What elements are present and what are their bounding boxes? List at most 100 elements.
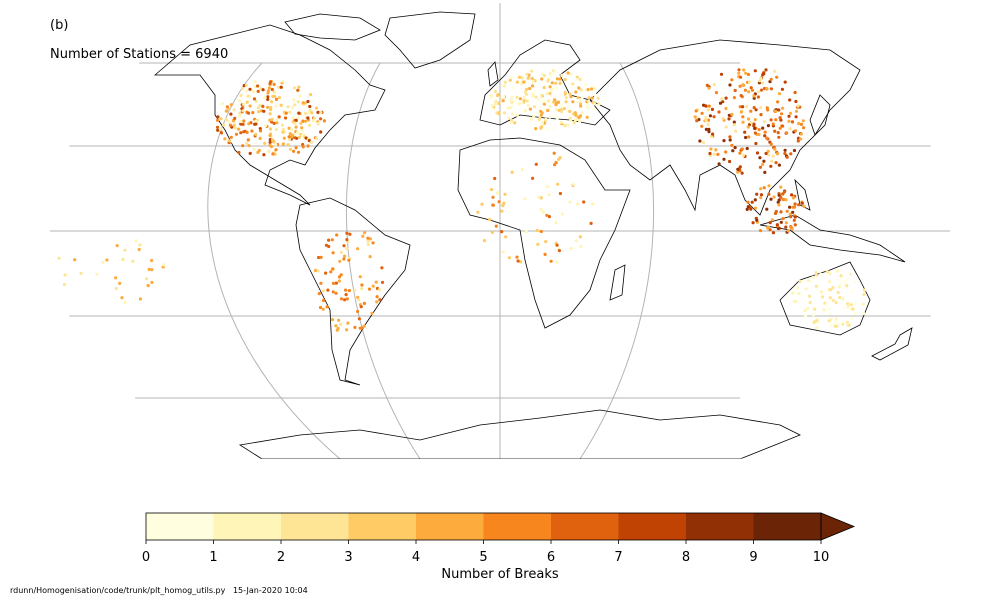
station-point: [503, 80, 507, 84]
station-point: [358, 275, 362, 279]
station-point: [345, 238, 349, 242]
station-point: [740, 171, 744, 175]
station-point: [502, 201, 506, 205]
colorbar-segment: [551, 513, 619, 540]
station-point: [749, 86, 753, 90]
station-point: [728, 135, 732, 139]
station-point: [590, 87, 594, 91]
station-point: [229, 103, 233, 107]
station-point: [517, 75, 522, 79]
station-point: [732, 96, 737, 100]
station-point: [258, 127, 262, 131]
station-point: [828, 299, 833, 303]
station-point: [310, 111, 314, 115]
station-point: [298, 94, 302, 98]
station-point: [274, 143, 278, 147]
station-point: [764, 151, 768, 156]
station-point: [761, 126, 765, 130]
station-point: [343, 298, 347, 302]
station-point: [287, 135, 291, 139]
station-point: [788, 98, 792, 102]
station-point: [321, 307, 325, 311]
station-point: [311, 119, 315, 123]
station-point: [815, 319, 819, 323]
station-point: [510, 96, 514, 100]
station-point: [279, 103, 283, 107]
station-point: [781, 106, 785, 110]
station-point: [530, 69, 534, 73]
station-point: [774, 209, 778, 214]
station-point: [825, 302, 829, 306]
station-point: [560, 212, 565, 216]
station-point: [759, 196, 763, 200]
station-point: [540, 93, 544, 97]
station-point: [507, 256, 511, 260]
station-point: [791, 210, 795, 214]
station-point: [538, 105, 542, 109]
station-point: [319, 130, 323, 134]
station-point: [709, 147, 713, 151]
station-point: [745, 146, 749, 151]
station-point: [706, 122, 710, 127]
station-point: [812, 320, 816, 325]
station-point: [281, 142, 285, 146]
station-point: [730, 143, 734, 147]
station-point: [519, 82, 524, 86]
station-point: [837, 323, 841, 327]
station-point: [263, 141, 267, 145]
station-point: [745, 207, 749, 211]
station-point: [244, 83, 249, 87]
station-point: [517, 102, 522, 106]
station-point: [552, 100, 556, 104]
station-point: [366, 239, 370, 243]
station-point: [510, 112, 515, 116]
station-point: [256, 89, 260, 93]
station-point: [763, 134, 767, 138]
station-point: [523, 95, 527, 100]
station-point: [738, 105, 742, 109]
colorbar-segment: [618, 513, 687, 540]
station-point: [781, 124, 785, 128]
station-point: [245, 89, 249, 93]
station-point: [363, 231, 367, 235]
station-point: [736, 170, 740, 174]
colorbar-tick-label: 7: [614, 550, 622, 565]
station-point: [793, 215, 797, 219]
station-point: [777, 108, 781, 112]
station-point: [233, 126, 237, 130]
station-point: [744, 71, 748, 75]
station-point: [321, 289, 326, 293]
station-point: [286, 143, 290, 147]
station-point: [552, 69, 556, 73]
station-point: [727, 113, 731, 117]
station-point: [356, 247, 360, 251]
station-point: [501, 250, 505, 254]
station-point: [768, 228, 772, 232]
station-point: [296, 100, 300, 104]
station-point: [227, 139, 231, 143]
station-point: [241, 109, 245, 113]
station-point: [556, 182, 560, 186]
station-point: [266, 89, 270, 93]
station-point: [534, 127, 538, 131]
station-point: [480, 202, 484, 206]
station-point: [216, 115, 220, 119]
station-point: [545, 213, 549, 217]
station-point: [339, 250, 343, 254]
station-point: [269, 106, 273, 110]
station-point: [239, 93, 243, 98]
station-point: [828, 280, 832, 284]
station-point: [797, 203, 801, 207]
world-map: [50, 3, 950, 459]
station-point: [802, 204, 806, 208]
station-point: [334, 291, 338, 295]
station-point: [760, 88, 764, 92]
station-point: [767, 192, 771, 196]
station-point: [574, 77, 579, 81]
station-point: [733, 88, 737, 93]
station-point: [288, 110, 292, 114]
station-point: [767, 184, 771, 188]
colorbar-tick-label: 8: [682, 550, 690, 565]
station-point: [293, 121, 297, 125]
station-point: [557, 249, 562, 253]
